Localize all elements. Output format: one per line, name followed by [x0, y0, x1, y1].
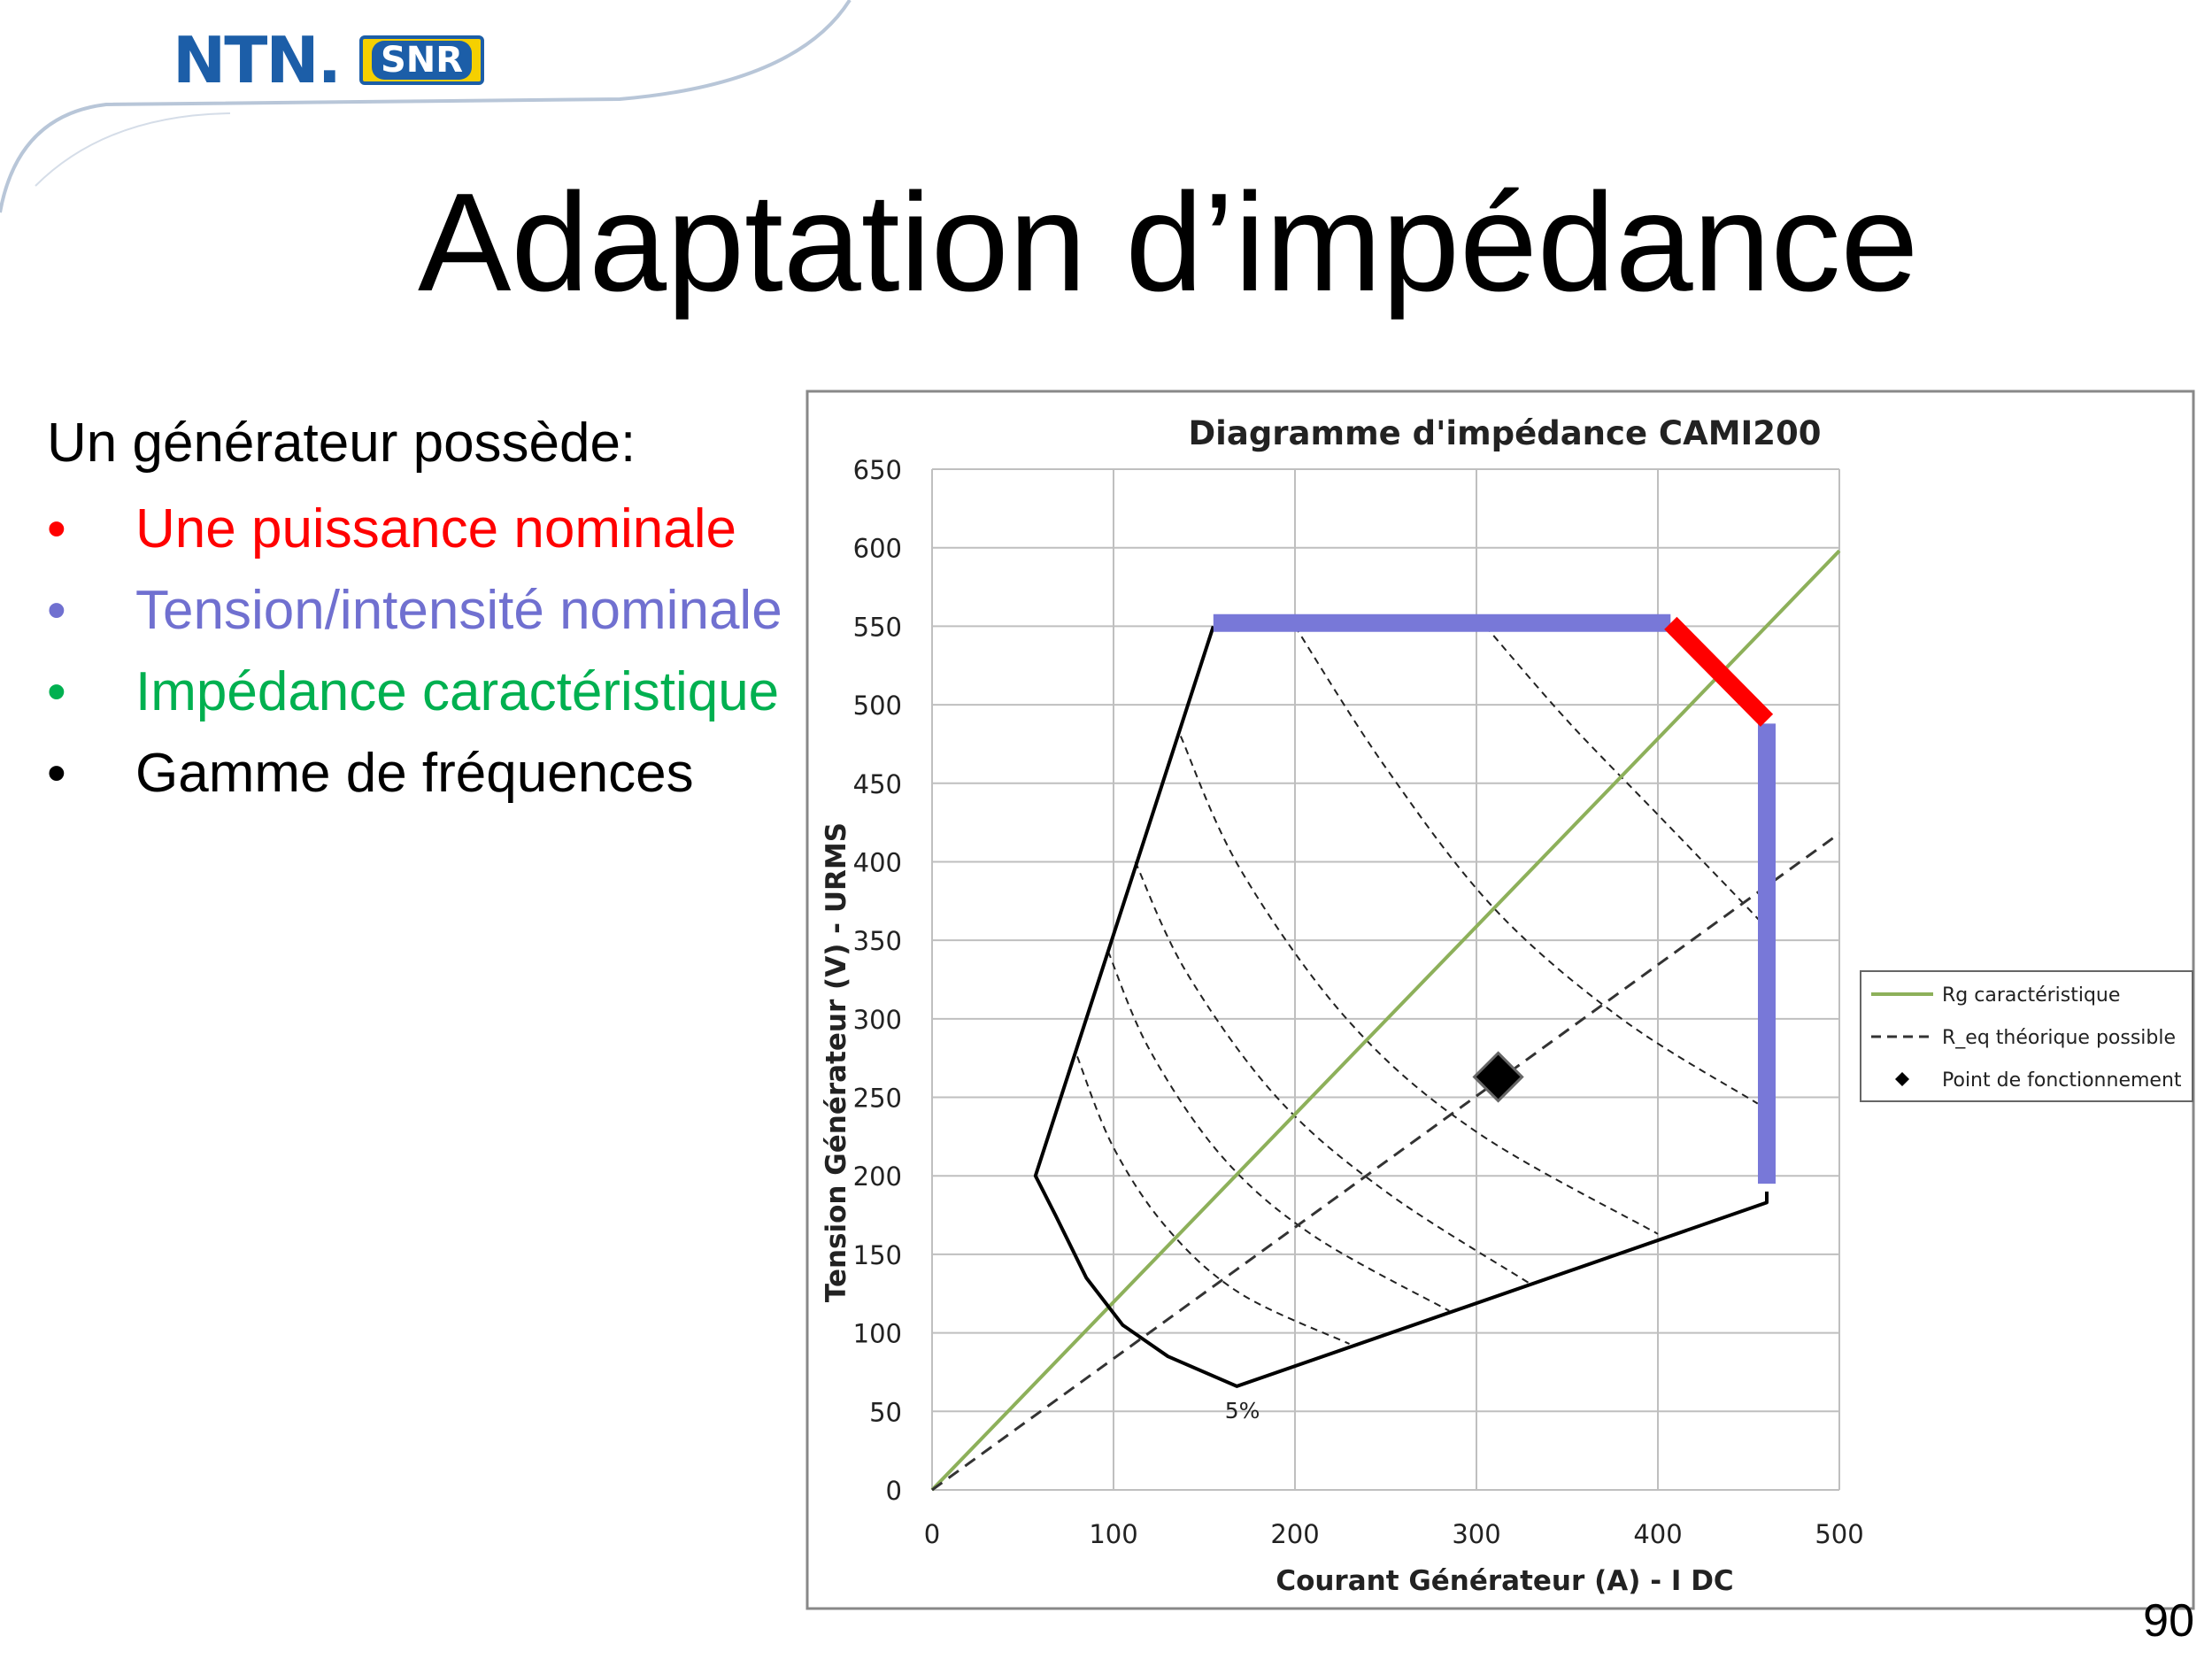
ntn-snr-logo: NTN. SNR: [173, 22, 485, 97]
slide-title: Adaptation d’impédance: [418, 165, 1919, 320]
x-tick-label: 200: [1270, 1519, 1319, 1549]
chart-title: Diagramme d'impédance CAMI200: [1188, 414, 1821, 452]
x-tick-label: 500: [1815, 1519, 1863, 1549]
series-line-rg: [930, 549, 1841, 1492]
snr-logo-badge: SNR: [358, 35, 485, 85]
bullet-item-power: • Une puissance nominale: [47, 496, 844, 563]
bullet-dot: •: [47, 743, 66, 804]
bullet-item-impedance: • Impédance caractéristique: [47, 659, 844, 726]
y-tick-label: 50: [869, 1397, 902, 1427]
chart-legend: Rg caractéristique R_eq théorique possibl…: [1860, 970, 2193, 1102]
iso-curve: [1294, 625, 1759, 1105]
y-tick-label: 350: [853, 926, 902, 956]
bullet-item-frequency: • Gamme de fréquences: [47, 740, 844, 807]
y-tick-label: 400: [853, 847, 902, 877]
y-tick-label: 300: [853, 1005, 902, 1035]
bullet-text: Gamme de fréquences: [135, 743, 694, 804]
y-axis-label: Tension Générateur (V) - URMS: [821, 822, 852, 1302]
bullet-text: Une puissance nominale: [135, 498, 736, 559]
y-tick-label: 0: [886, 1476, 902, 1506]
legend-label: R_eq théorique possible: [1942, 1027, 2176, 1049]
legend-label: Rg caractéristique: [1942, 984, 2120, 1007]
y-tick-label: 450: [853, 769, 902, 799]
annotation-label: 5%: [1225, 1398, 1260, 1424]
x-tick-label: 0: [924, 1519, 940, 1549]
y-tick-label: 150: [853, 1240, 902, 1270]
y-tick-label: 500: [853, 691, 902, 721]
x-axis-label: Courant Générateur (A) - I DC: [1276, 1565, 1733, 1597]
y-tick-label: 600: [853, 534, 902, 564]
snr-logo-text: SNR: [371, 40, 473, 80]
series-line-req: [931, 832, 1840, 1492]
bullet-dot: •: [47, 498, 66, 559]
bullet-list: • Une puissance nominale • Tension/intensi…: [47, 496, 844, 822]
y-tick-label: 250: [853, 1084, 902, 1114]
operating-point-marker: [1472, 1051, 1524, 1103]
iso-curve: [1179, 736, 1659, 1235]
y-tick-label: 100: [853, 1319, 902, 1349]
y-tick-label: 550: [853, 612, 902, 642]
x-tick-label: 400: [1633, 1519, 1682, 1549]
power-limit-bar: [1664, 616, 1774, 727]
bullet-dot: •: [47, 580, 66, 641]
legend-swatch-diamond: [1895, 1072, 1909, 1086]
intro-text: Un générateur possède:: [47, 413, 636, 474]
bullet-dot: •: [47, 661, 66, 722]
y-tick-label: 650: [853, 455, 902, 485]
operating-envelope: [1033, 625, 1769, 1388]
bullet-text: Impédance caractéristique: [135, 661, 780, 722]
iso-curve: [1134, 861, 1532, 1285]
x-tick-label: 300: [1452, 1519, 1500, 1549]
page-number: 90: [2143, 1595, 2194, 1647]
bullet-text: Tension/intensité nominale: [135, 580, 782, 641]
ntn-logo-text: NTN.: [173, 22, 342, 97]
iso-curve: [1484, 625, 1768, 930]
x-tick-label: 100: [1089, 1519, 1137, 1549]
bullet-item-voltage-current: • Tension/intensité nominale: [47, 577, 844, 644]
legend-label: Point de fonctionnement: [1942, 1069, 2182, 1092]
plot-area: 0 50 100 150 200 250 300 350 400 450 500 550 600 650 0…: [853, 455, 1864, 1549]
iso-curve: [1076, 1056, 1350, 1345]
iso-curve: [1106, 951, 1450, 1312]
y-tick-label: 200: [853, 1161, 902, 1192]
